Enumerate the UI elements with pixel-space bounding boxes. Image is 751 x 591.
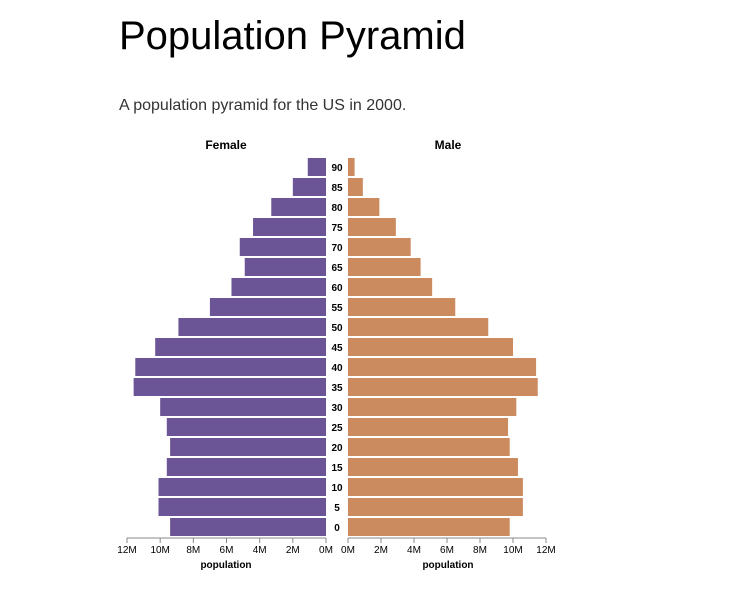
female-bar-age-90 [307,158,326,176]
page-title: Population Pyramid [119,14,466,58]
male-bar-age-45 [348,338,513,356]
female-bar-age-75 [253,218,326,236]
female-bar-age-10 [158,478,326,496]
female-bar-age-35 [133,378,326,396]
male-tick-label: 12M [536,545,555,556]
female-bar-age-20 [170,438,326,456]
male-bar-age-0 [348,518,510,536]
female-bar-age-50 [178,318,326,336]
female-bar-age-70 [239,238,326,256]
male-bar-age-85 [348,178,363,196]
female-tick-label: 6M [220,545,234,556]
female-bar-age-15 [166,458,326,476]
female-bar-age-85 [292,178,326,196]
male-bar-age-25 [348,418,509,436]
age-label-15: 15 [331,463,343,474]
age-label-5: 5 [334,503,340,514]
male-bar-age-15 [348,458,518,476]
male-axis-title: population [422,560,473,571]
age-label-55: 55 [331,303,343,314]
female-bar-age-80 [271,198,326,216]
age-label-75: 75 [331,223,343,234]
page-subtitle: A population pyramid for the US in 2000. [119,97,407,114]
age-label-25: 25 [331,423,343,434]
female-tick-label: 12M [117,545,136,556]
male-bar-age-5 [348,498,523,516]
female-bar-age-25 [166,418,326,436]
male-tick-label: 4M [407,545,421,556]
female-tick-label: 2M [286,545,300,556]
male-tick-label: 10M [503,545,522,556]
male-tick-label: 2M [374,545,388,556]
female-x-axis: 0M 2M 4M 6M 8M 10M 12M [117,537,333,556]
male-bar-age-70 [348,238,411,256]
age-label-40: 40 [331,363,343,374]
age-label-30: 30 [331,403,343,414]
age-label-90: 90 [331,163,343,174]
male-tick-label: 0M [341,545,355,556]
age-label-60: 60 [331,283,343,294]
age-label-0: 0 [334,523,340,534]
male-bars [348,158,538,536]
male-bar-age-10 [348,478,523,496]
female-bar-age-0 [170,518,326,536]
male-bar-age-20 [348,438,510,456]
age-label-85: 85 [331,183,343,194]
male-bar-age-35 [348,378,538,396]
female-tick-label: 8M [186,545,200,556]
male-panel-title: Male [435,138,462,152]
male-bar-age-65 [348,258,421,276]
female-axis-title: population [200,560,251,571]
female-panel-title: Female [205,138,247,152]
age-labels: 0 5 10 15 20 25 30 35 40 45 50 55 60 65 70 75 80 85 90 [331,163,343,534]
female-bar-age-5 [158,498,326,516]
male-tick-label: 6M [440,545,454,556]
male-x-axis: 0M 2M 4M 6M 8M 10M 12M [341,537,556,556]
age-label-50: 50 [331,323,343,334]
female-bar-age-65 [244,258,326,276]
age-label-35: 35 [331,383,343,394]
female-bar-age-60 [231,278,326,296]
male-bar-age-40 [348,358,537,376]
age-label-45: 45 [331,343,343,354]
age-label-70: 70 [331,243,343,254]
male-bar-age-50 [348,318,489,336]
female-tick-label: 10M [150,545,169,556]
female-tick-label: 4M [253,545,267,556]
male-bar-age-90 [348,158,355,176]
female-tick-label: 0M [319,545,333,556]
age-label-10: 10 [331,483,343,494]
female-bar-age-55 [209,298,326,316]
male-bar-age-30 [348,398,517,416]
age-label-80: 80 [331,203,343,214]
male-bar-age-80 [348,198,380,216]
male-bar-age-60 [348,278,433,296]
age-label-65: 65 [331,263,343,274]
female-bar-age-45 [155,338,326,356]
male-tick-label: 8M [473,545,487,556]
male-bar-age-55 [348,298,456,316]
female-bar-age-30 [160,398,326,416]
age-label-20: 20 [331,443,343,454]
female-bars [133,158,326,536]
female-bar-age-40 [135,358,326,376]
male-bar-age-75 [348,218,396,236]
